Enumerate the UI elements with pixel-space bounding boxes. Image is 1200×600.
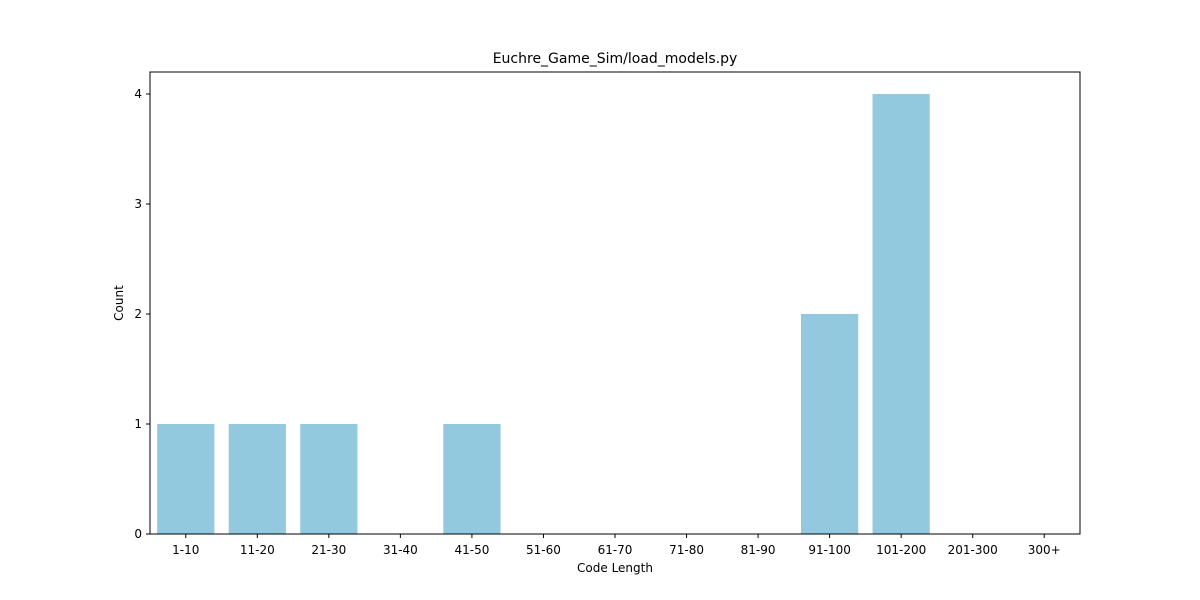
y-tick-label: 3 [134,197,142,211]
y-tick-label: 4 [134,87,142,101]
x-tick-label: 51-60 [526,543,561,557]
x-tick-label: 21-30 [311,543,346,557]
x-tick-label: 1-10 [172,543,199,557]
bar-1-10 [157,424,215,534]
y-axis: 0 1 2 3 4 [134,87,150,541]
x-tick-label: 61-70 [598,543,633,557]
x-tick-label: 41-50 [454,543,489,557]
x-tick-label: 11-20 [240,543,275,557]
bars-group [157,94,930,534]
bar-101-200 [872,94,930,534]
chart-title: Euchre_Game_Sim/load_models.py [493,51,738,67]
x-tick-label: 31-40 [383,543,418,557]
y-tick-label: 1 [134,417,142,431]
x-tick-label: 300+ [1028,543,1061,557]
x-tick-label: 71-80 [669,543,704,557]
bar-21-30 [300,424,358,534]
x-axis: 1-10 11-20 21-30 31-40 41-50 51-60 61-70 71-80 8… [172,534,1061,557]
x-axis-label: Code Length [577,561,653,575]
y-axis-label: Count [112,285,126,321]
bar-41-50 [443,424,501,534]
x-tick-label: 201-300 [948,543,998,557]
x-tick-label: 91-100 [808,543,851,557]
bar-11-20 [228,424,286,534]
plot-frame [149,71,1081,535]
y-tick-label: 2 [134,307,142,321]
x-tick-label: 81-90 [741,543,776,557]
x-tick-label: 101-200 [876,543,926,557]
y-tick-label: 0 [134,527,142,541]
bar-91-100 [801,314,859,534]
